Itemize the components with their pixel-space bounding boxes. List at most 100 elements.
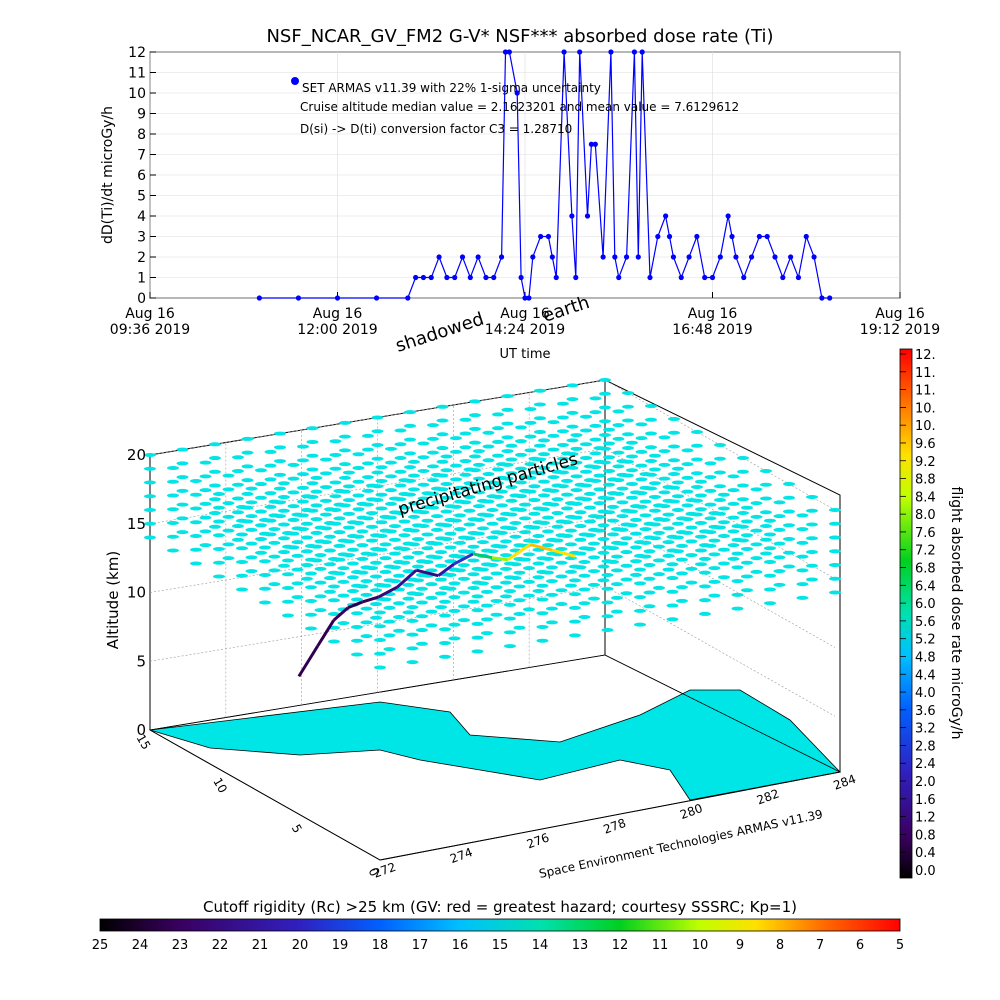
particle-marker: [672, 521, 684, 526]
particle-marker: [622, 391, 634, 395]
particle-marker: [490, 585, 503, 590]
particle-marker: [524, 434, 537, 439]
particle-marker: [691, 512, 703, 517]
particle-marker: [167, 479, 179, 484]
particle-marker: [287, 504, 300, 509]
particle-marker: [366, 511, 378, 516]
particle-marker: [274, 431, 286, 436]
particle-marker: [524, 462, 537, 467]
particle-marker: [566, 383, 579, 388]
particle-marker: [459, 459, 472, 464]
particle-marker: [741, 533, 753, 538]
particle-marker: [662, 512, 675, 517]
particle-marker: [305, 612, 317, 617]
particle-marker: [607, 546, 619, 551]
particle-marker: [320, 498, 332, 503]
particle-marker: [639, 513, 652, 518]
particle-marker: [408, 473, 420, 478]
particle-marker: [695, 562, 707, 567]
particle-marker: [222, 514, 235, 519]
particle-marker: [658, 517, 671, 522]
particle-marker: [440, 482, 453, 486]
particle-marker: [167, 534, 179, 539]
dose-rate-series: [256, 49, 833, 301]
particle-marker: [714, 511, 726, 516]
particle-marker: [339, 475, 351, 480]
particle-marker: [578, 560, 591, 564]
particle-marker: [268, 540, 281, 545]
particle-marker: [324, 562, 336, 567]
particle-marker: [681, 503, 694, 508]
particle-marker: [492, 426, 504, 431]
particle-marker: [222, 487, 235, 492]
particle-marker: [555, 560, 568, 565]
particle-marker: [329, 452, 342, 457]
top-x-tick-label: 09:36 2019: [110, 322, 190, 338]
particle-marker: [213, 560, 225, 565]
particle-marker: [622, 432, 634, 437]
particle-marker: [501, 407, 514, 412]
particle-marker: [459, 445, 472, 450]
flight-segment: [297, 644, 320, 678]
particle-marker: [324, 589, 336, 594]
particle-marker: [796, 513, 809, 518]
particle-marker: [741, 574, 753, 579]
particle-marker: [236, 573, 248, 578]
particle-marker: [547, 420, 560, 425]
particle-marker: [329, 494, 342, 499]
particle-marker: [612, 450, 625, 455]
particle-marker: [589, 451, 602, 456]
particle-marker: [278, 495, 290, 500]
particle-marker: [351, 625, 363, 629]
particle-marker: [314, 608, 327, 613]
particle-marker: [639, 527, 652, 532]
particle-marker: [324, 576, 336, 581]
particle-marker: [561, 478, 573, 483]
particle-marker: [436, 459, 449, 464]
particle-marker: [773, 541, 786, 546]
dose-rate-point: [502, 49, 509, 55]
particle-marker: [796, 554, 809, 559]
particle-marker: [366, 524, 378, 529]
particle-marker: [255, 482, 267, 487]
particle-marker: [482, 513, 495, 518]
particle-marker: [569, 619, 581, 624]
particle-marker: [471, 594, 484, 599]
particle-marker: [536, 624, 549, 629]
particle-marker: [362, 475, 374, 480]
particle-marker: [431, 500, 443, 505]
particle-marker: [490, 598, 503, 603]
particle-marker: [379, 556, 392, 561]
particle-marker: [306, 439, 319, 444]
particle-marker: [408, 487, 420, 492]
particle-marker: [626, 468, 638, 473]
particle-marker: [534, 402, 546, 407]
particle-marker: [588, 541, 600, 546]
rigidity-colorbar-tick: 8: [776, 938, 784, 953]
particle-marker: [534, 471, 546, 476]
particle-marker: [402, 582, 415, 587]
particle-marker: [458, 618, 470, 623]
particle-marker: [796, 527, 809, 532]
particle-marker: [538, 520, 550, 525]
dose-rate-point: [733, 254, 739, 260]
particle-marker: [417, 441, 430, 446]
dose-colorbar-tick: 9.2: [915, 455, 936, 470]
particle-marker: [370, 560, 382, 565]
particle-marker: [439, 627, 451, 632]
particle-marker: [213, 505, 225, 510]
particle-marker: [398, 505, 411, 510]
flight-segment: [316, 619, 335, 647]
rigidity-colorbar-tick: 15: [492, 938, 509, 953]
dose-rate-point: [588, 141, 595, 147]
particle-marker: [691, 498, 703, 503]
particle-marker: [603, 496, 615, 501]
particle-marker: [394, 456, 407, 460]
particle-marker: [274, 459, 286, 464]
particle-marker: [492, 467, 504, 472]
particle-marker: [574, 510, 587, 515]
particle-marker: [356, 543, 369, 548]
particle-marker: [176, 530, 189, 535]
